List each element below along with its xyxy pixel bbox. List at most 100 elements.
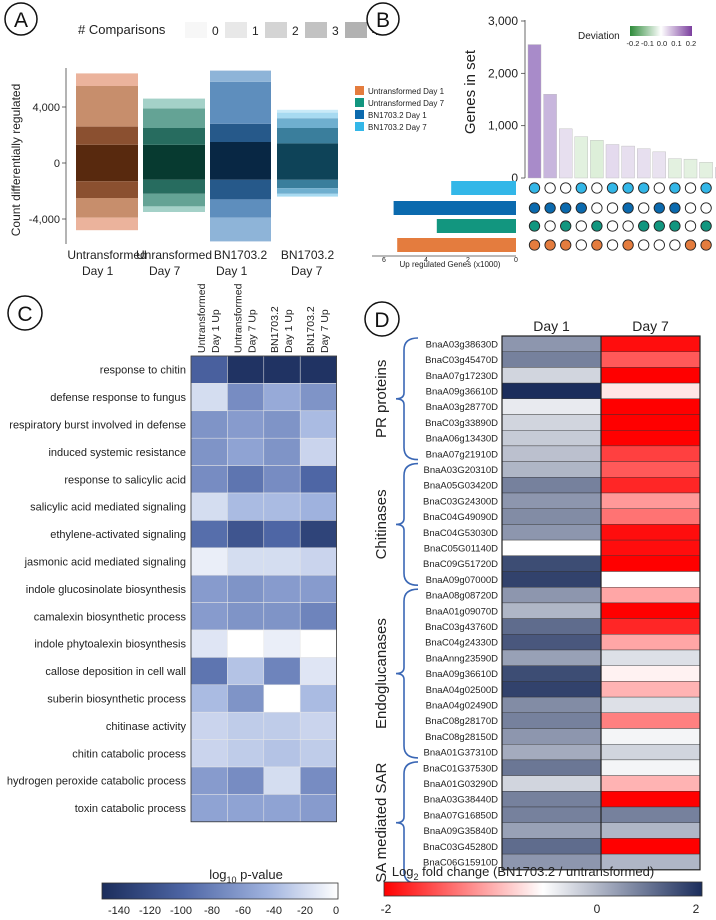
panel-d-heatmap-cell	[501, 806, 602, 823]
panel-d-gene-label: BnaC03G24300D	[423, 496, 498, 507]
panel-d-gene-label: BnaA01G03290D	[424, 779, 499, 790]
panel-d-heatmap-cell	[600, 775, 701, 792]
panel-d-heatmap-cell	[600, 398, 701, 415]
panel-d-column-header: Day 7	[632, 318, 669, 334]
panel-c-row-label: induced systemic resistance	[48, 447, 186, 459]
panel-a-bar-segment	[277, 179, 338, 189]
upset-matrix-dot	[622, 239, 634, 251]
upset-matrix-dot	[622, 220, 634, 232]
panel-a-bar-segment	[277, 163, 338, 180]
series-legend-swatch	[355, 110, 364, 119]
panel-d-heatmap	[501, 335, 701, 871]
panel-d-heatmap-cell	[600, 430, 701, 447]
panel-c-heatmap-cell	[263, 739, 301, 768]
panel-c-heatmap-cell	[263, 492, 301, 521]
panel-c-heatmap-cell	[190, 465, 228, 494]
panel-d-heatmap-cell	[600, 508, 701, 525]
panel-a-x-label: Untransformed	[67, 248, 146, 262]
panel-d-gene-label: BnaA05G03420D	[424, 481, 499, 492]
panel-d-heatmap-cell	[501, 744, 602, 761]
set-size-bars: 6 4 2 0	[372, 181, 518, 264]
panel-d-heatmap-cell	[600, 555, 701, 572]
panel-c-heatmap-cell	[190, 711, 228, 740]
upset-matrix-dot	[591, 202, 603, 214]
panel-c-heatmap-cell	[299, 657, 337, 686]
set-size-bar	[393, 201, 516, 215]
upset-bar	[683, 158, 698, 179]
panel-d-gene-label: BnaA03g38630D	[426, 339, 499, 350]
panel-d-gene-label: BnaC06G15910D	[423, 857, 498, 868]
upset-matrix-dot	[684, 182, 697, 194]
upset-matrix-dot	[544, 220, 556, 232]
panel-d-colorbar-ticks: -2 0 2	[381, 902, 700, 916]
panel-d-heatmap-cell	[501, 791, 602, 808]
panel-c-heatmap-cell	[299, 520, 337, 549]
panel-c-heatmap-cell	[263, 684, 301, 713]
upset-matrix-dot	[700, 202, 712, 214]
upset-matrix-dot	[700, 182, 712, 194]
upset-matrix-dot	[591, 220, 603, 232]
upset-matrix-dot	[653, 239, 665, 251]
panel-c-heatmap-cell	[190, 766, 228, 795]
set-size-bar	[397, 238, 516, 252]
upset-matrix-dot	[544, 182, 556, 194]
panel-a-x-label: BN1703.2	[281, 248, 335, 262]
panel-d-gene-label: BnaAnng23590D	[426, 653, 499, 664]
panel-d-heatmap-cell	[600, 539, 701, 556]
panel-d-heatmap-cell	[501, 382, 602, 400]
panel-d-heatmap-cell	[600, 634, 701, 651]
comparisons-legend-label: 1	[252, 24, 259, 38]
panel-d-gene-label: BnaA09g07000D	[426, 575, 499, 586]
upset-matrix-dot	[606, 220, 619, 232]
upset-matrix-dot	[638, 202, 650, 214]
panel-c-row-label: response to salicylic acid	[64, 474, 186, 486]
panel-c-heatmap-cell	[227, 355, 265, 384]
upset-matrix-dot	[653, 220, 665, 232]
series-legend-swatch	[355, 86, 364, 95]
panel-d-gene-label: BnaA03G20310D	[424, 465, 499, 476]
panel-d-heatmap-cell	[600, 367, 701, 384]
panel-d-gene-label: BnaA04g02500D	[426, 685, 499, 696]
panel-c-heatmap-cell	[190, 355, 228, 384]
panel-d-heatmap-cell	[600, 649, 701, 666]
panel-d-groups: PR proteins Chitinases Endoglucanases SA me…	[373, 337, 419, 885]
panel-c-heatmap	[190, 355, 338, 823]
upset-bar	[621, 145, 635, 179]
upset-matrix-dot	[684, 239, 697, 251]
panel-a-bar-segment	[143, 98, 205, 109]
panel-c-heatmap-cell	[263, 711, 301, 740]
panel-d-column-header: Day 1	[533, 318, 570, 334]
series-legend: Untransformed Day 1 Untransformed Day 7 BN…	[355, 86, 445, 132]
panel-a-bar-segment	[210, 81, 271, 124]
panel-d-heatmap-cell	[501, 351, 602, 368]
panel-a-bar-segment	[277, 193, 338, 197]
upset-matrix-dot	[684, 220, 697, 232]
panel-a-x-label: Day 1	[82, 264, 114, 278]
upset-bar	[637, 148, 651, 179]
panel-c-heatmap-cell	[190, 602, 228, 631]
panel-c-heatmap-cell	[227, 383, 265, 412]
panel-a-x-label: Day 7	[291, 264, 323, 278]
panel-c-heatmap-cell	[299, 574, 337, 603]
panel-d-heatmap-cell	[600, 822, 701, 839]
deviation-tick-label: 0.0	[657, 39, 667, 48]
panel-c-row-label: chitin catabolic process	[72, 748, 186, 760]
panel-d-heatmap-cell	[501, 414, 602, 431]
panel-a-bar-segment	[76, 144, 138, 163]
panel-d-gene-label: BnaC03g33890D	[425, 418, 498, 429]
panel-d-colorbar-tick: 0	[594, 902, 601, 916]
upset-matrix-dot	[544, 239, 556, 251]
panel-c-letter: C	[17, 303, 32, 326]
panel-c-heatmap-border	[190, 355, 338, 823]
panel-c-column-header: Untransformed	[232, 283, 244, 353]
panel-a-tick-label: 4,000	[32, 102, 60, 114]
panel-c-heatmap-cell	[190, 684, 228, 713]
panel-a-bar-segment	[76, 73, 138, 86]
panel-c-colorbar-ticks: -140 -120 -100 -80 -60 -40 -20 0	[108, 905, 339, 917]
upset-matrix-dot	[560, 202, 572, 214]
upset-matrix-dot	[669, 239, 681, 251]
comparisons-legend-swatch	[345, 22, 367, 38]
upset-bar	[652, 151, 666, 179]
